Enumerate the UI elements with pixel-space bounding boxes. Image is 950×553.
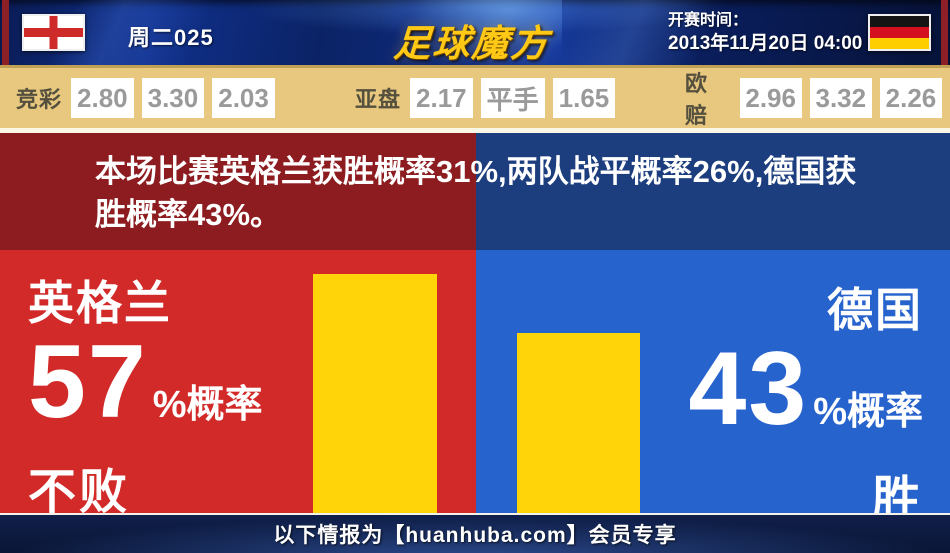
- odds-group-oupei: 欧赔 2.96 3.32 2.26: [685, 71, 950, 128]
- home-percent-line: 57 %概率: [28, 330, 262, 465]
- home-percent-value: 57: [28, 324, 148, 440]
- right-red-edge-stripe: [941, 0, 948, 65]
- home-panel-text: 英格兰 57 %概率 不败: [28, 276, 262, 521]
- prediction-main-row: 英格兰 57 %概率 不败 德国 43 %概率 胜: [0, 250, 950, 526]
- home-percent-suffix: %概率: [152, 384, 263, 426]
- away-percent-value: 43: [688, 331, 809, 447]
- summary-away-background: [476, 133, 950, 250]
- cream-divider-line: [0, 128, 950, 133]
- odds-bar: 竞彩 2.80 3.30 2.03 亚盘 2.17 平手 1.65 欧赔 2.9…: [0, 68, 950, 128]
- odds-value-box: 2.80: [71, 78, 134, 118]
- odds-value-box: 1.65: [552, 78, 616, 118]
- away-percent-line: 43 %概率: [689, 337, 923, 472]
- site-logo: 足球魔方: [392, 23, 552, 64]
- left-red-edge-stripe: [2, 0, 9, 65]
- england-flag-icon: [22, 14, 85, 51]
- away-panel-text: 德国 43 %概率 胜: [689, 283, 923, 528]
- odds-label-oupei: 欧赔: [685, 71, 709, 128]
- odds-label-jingcai: 竞彩: [16, 87, 63, 112]
- probability-summary-row: 本场比赛英格兰获胜概率31%,两队战平概率26%,德国获胜概率43%。: [0, 133, 950, 250]
- away-probability-bar: [517, 333, 640, 513]
- odds-group-yapan: 亚盘 2.17 平手 1.65: [355, 78, 623, 118]
- odds-value-box: 2.17: [410, 78, 473, 118]
- away-team-name: 德国: [827, 284, 923, 336]
- home-probability-bar: [313, 274, 437, 513]
- white-divider-line: [0, 513, 950, 515]
- odds-value-box: 2.96: [739, 78, 802, 118]
- odds-label-yapan: 亚盘: [355, 87, 402, 112]
- away-percent-suffix: %概率: [813, 391, 923, 433]
- probability-summary-text: 本场比赛英格兰获胜概率31%,两队战平概率26%,德国获胜概率43%。: [95, 154, 857, 232]
- kickoff-label: 开赛时间：: [668, 12, 749, 29]
- odds-value-box: 3.30: [141, 78, 205, 118]
- kickoff-time-block: 开赛时间： 2013年11月20日 04:00: [668, 10, 862, 56]
- match-code: 周二025: [128, 25, 214, 50]
- home-team-name: 英格兰: [28, 277, 172, 329]
- odds-value-box: 平手: [480, 78, 545, 118]
- footer-membership-text: 以下情报为【huanhuba.com】会员专享: [273, 524, 677, 547]
- footer-bar: 以下情报为【huanhuba.com】会员专享: [0, 515, 950, 553]
- home-outcome: 不败: [28, 466, 131, 519]
- odds-value-box: 2.26: [879, 78, 943, 118]
- gold-divider-line: [0, 65, 950, 68]
- summary-home-background: [0, 133, 476, 250]
- odds-value-box: 3.32: [809, 78, 872, 118]
- odds-group-jingcai: 竞彩 2.80 3.30 2.03: [16, 78, 283, 118]
- germany-flag-icon: [868, 14, 931, 51]
- logo-panel: 足球魔方: [382, 0, 562, 65]
- kickoff-datetime: 2013年11月20日 04:00: [668, 33, 863, 54]
- header-bar: 周二025 足球魔方 开赛时间： 2013年11月20日 04:00: [0, 0, 950, 65]
- odds-value-box: 2.03: [212, 78, 275, 118]
